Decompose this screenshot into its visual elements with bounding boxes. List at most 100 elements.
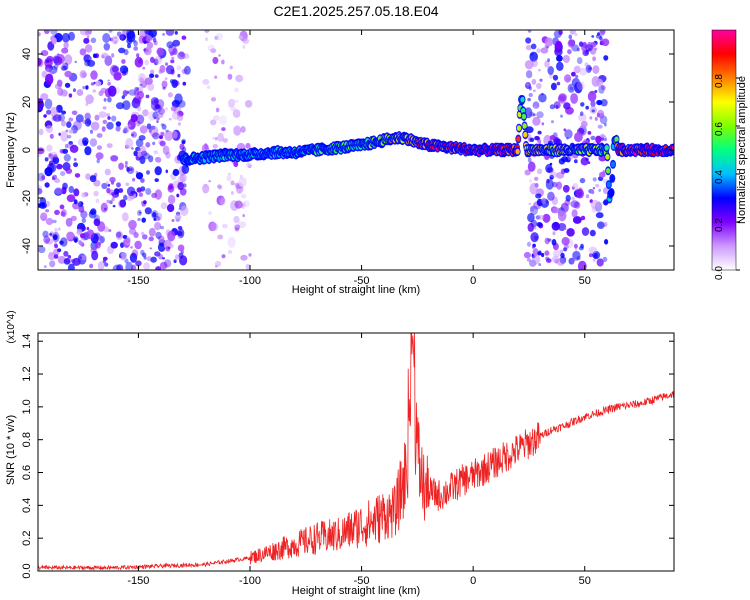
noise-blob	[62, 182, 68, 190]
noise-blob	[536, 82, 542, 90]
spectrogram-y-tick-label: -20	[21, 190, 33, 206]
noise-blob	[238, 176, 247, 188]
noise-blob	[562, 55, 571, 63]
noise-blob	[580, 243, 584, 249]
noise-blob	[560, 202, 569, 213]
noise-blob	[578, 41, 584, 47]
noise-blob	[565, 194, 571, 202]
noise-blob	[594, 116, 598, 121]
noise-blob	[133, 150, 138, 157]
snr-x-ticks: -150 -100 -50 0 50	[127, 333, 591, 587]
noise-blob	[576, 81, 585, 91]
noise-blob	[132, 177, 136, 182]
noise-blob	[107, 79, 110, 82]
noise-blob	[527, 213, 535, 223]
noise-blob	[68, 117, 74, 122]
spectrogram-y-ticks: -40 -20 0 20 40	[21, 48, 674, 254]
noise-blob	[584, 50, 589, 55]
noise-blob	[81, 72, 87, 78]
noise-blob	[210, 97, 217, 102]
noise-blob	[242, 214, 245, 218]
noise-blob	[157, 107, 166, 115]
noise-blob	[44, 98, 53, 110]
noise-blob	[85, 94, 94, 104]
noise-blob	[95, 198, 100, 204]
noise-blob	[553, 249, 561, 258]
noise-blob	[226, 175, 232, 182]
noise-blob	[80, 210, 88, 219]
noise-blob	[137, 145, 147, 157]
noise-blob	[237, 221, 247, 229]
noise-blob	[177, 100, 186, 108]
noise-blob	[90, 70, 98, 80]
noise-blob	[46, 109, 52, 115]
noise-blob	[572, 183, 579, 191]
snr-line-layer	[38, 333, 674, 571]
noise-blob	[576, 256, 581, 261]
noise-blob	[549, 135, 556, 141]
noise-blob	[84, 44, 93, 53]
noise-blob	[604, 239, 609, 245]
noise-blob	[547, 58, 550, 63]
noise-blob	[176, 65, 182, 71]
noise-blob	[92, 53, 97, 59]
noise-blob	[143, 46, 152, 56]
noise-blob	[592, 187, 596, 190]
noise-blob	[153, 116, 157, 120]
noise-blob	[527, 157, 532, 163]
noise-blob	[60, 211, 66, 217]
ridge-point	[521, 113, 527, 120]
noise-blob	[179, 143, 185, 151]
noise-blob	[571, 186, 575, 190]
noise-blob	[43, 218, 46, 221]
noise-blob	[145, 142, 151, 148]
noise-blob	[119, 255, 122, 259]
snr-x-tick-label: -150	[127, 575, 149, 587]
colorbar-tick-label: 0.6	[714, 122, 725, 136]
noise-blob	[172, 168, 180, 177]
noise-blob	[130, 114, 138, 123]
noise-blob	[172, 39, 181, 47]
noise-blob	[86, 120, 92, 125]
noise-blob	[96, 133, 103, 138]
noise-blob	[576, 57, 583, 65]
noise-blob	[167, 185, 175, 193]
noise-blob	[164, 130, 174, 141]
noise-blob	[150, 99, 159, 111]
noise-blob	[126, 167, 130, 172]
spectrogram-x-tick-label: 50	[579, 275, 591, 287]
noise-blob	[161, 80, 168, 89]
noise-blob	[218, 54, 221, 57]
noise-blob	[574, 132, 583, 143]
noise-blob	[118, 162, 124, 170]
noise-blob	[159, 261, 168, 270]
noise-blob	[597, 109, 605, 119]
noise-blob	[561, 156, 568, 163]
noise-blob	[40, 50, 49, 57]
ridge-point	[516, 125, 522, 131]
snr-y-tick-label: 1.0	[21, 399, 33, 414]
noise-blob	[585, 105, 589, 110]
noise-blob	[552, 74, 559, 81]
noise-blob	[124, 258, 129, 264]
noise-blob	[173, 259, 177, 264]
noise-blob	[162, 145, 170, 155]
noise-blob	[245, 142, 251, 149]
noise-blob	[65, 168, 73, 174]
noise-blob	[562, 184, 570, 193]
noise-blob	[107, 85, 117, 97]
noise-blob	[177, 73, 181, 78]
noise-blob	[206, 85, 211, 89]
noise-blob	[151, 192, 158, 199]
noise-blob	[213, 115, 220, 121]
noise-blob	[125, 161, 128, 165]
noise-blob	[547, 191, 555, 201]
noise-blob	[533, 176, 539, 181]
noise-blob	[72, 257, 81, 266]
noise-blob	[167, 194, 176, 205]
noise-blob	[524, 59, 534, 70]
noise-blob	[579, 177, 586, 184]
colorbar-tick-label: 0.4	[714, 170, 725, 184]
noise-blob	[202, 183, 210, 194]
spectrogram-x-ticks: -150 -100 -50 0 50	[127, 30, 591, 287]
